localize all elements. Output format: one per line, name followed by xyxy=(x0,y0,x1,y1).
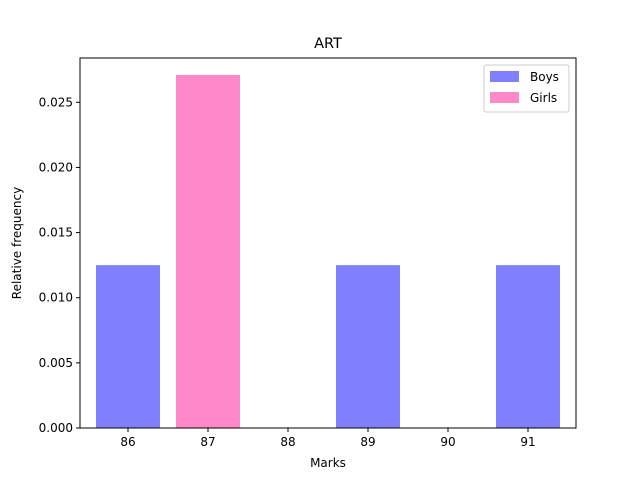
bars-group xyxy=(96,74,560,429)
chart-title: ART xyxy=(314,36,342,52)
y-axis: 0.000 0.005 0.010 0.015 0.020 0.025 xyxy=(39,95,80,435)
legend-label-girls: Girls xyxy=(530,91,557,105)
bar-boys-91 xyxy=(496,265,560,428)
y-tick-label: 0.025 xyxy=(39,95,73,109)
legend-swatch-girls xyxy=(490,92,519,103)
x-tick-label: 88 xyxy=(280,435,295,449)
x-axis-label: Marks xyxy=(310,456,346,470)
bar-boys-89 xyxy=(336,265,400,428)
plot-frame xyxy=(79,57,577,429)
y-tick-label: 0.005 xyxy=(39,356,73,370)
x-tick-label: 86 xyxy=(120,435,135,449)
bar-boys-86 xyxy=(96,265,160,428)
x-axis: 86 87 88 89 90 91 xyxy=(120,428,536,449)
legend-label-boys: Boys xyxy=(530,70,559,84)
x-tick-label: 89 xyxy=(360,435,375,449)
x-tick-label: 90 xyxy=(440,435,455,449)
y-tick-label: 0.010 xyxy=(39,291,73,305)
legend-swatch-boys xyxy=(490,71,519,82)
bar-girls-87 xyxy=(176,74,240,429)
legend: Boys Girls xyxy=(483,64,570,113)
y-tick-label: 0.015 xyxy=(39,226,73,240)
x-tick-label: 91 xyxy=(520,435,535,449)
y-axis-label: Relative frequency xyxy=(10,187,24,299)
x-tick-label: 87 xyxy=(200,435,215,449)
y-tick-label: 0.000 xyxy=(39,421,73,435)
y-tick-label: 0.020 xyxy=(39,160,73,174)
